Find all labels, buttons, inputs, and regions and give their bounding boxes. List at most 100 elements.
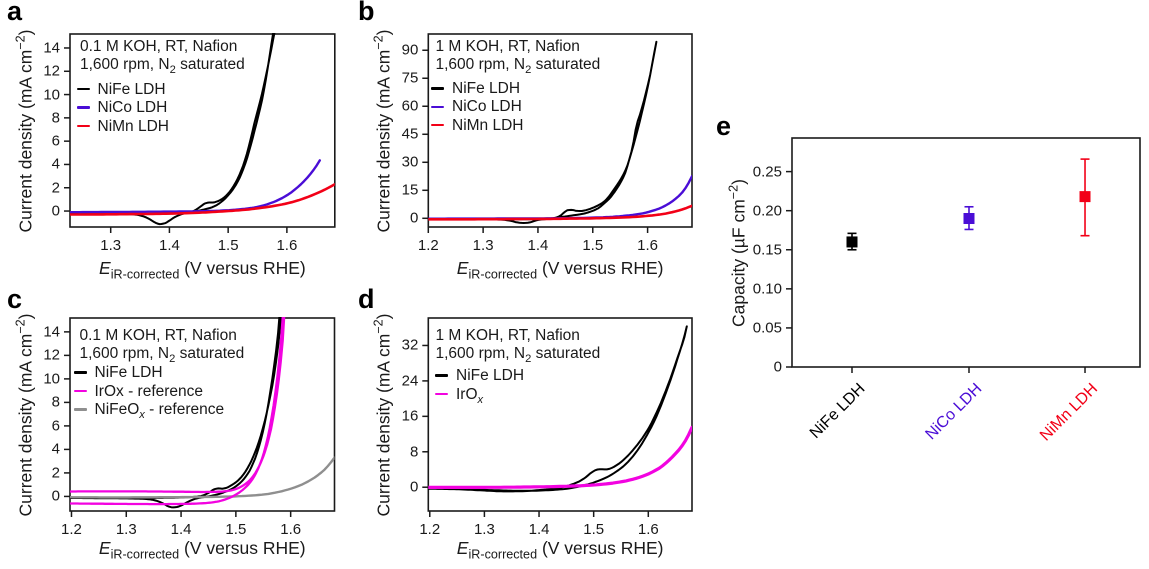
text-segment: 1 M KOH, RT, Nafion — [435, 37, 580, 55]
text-segment: 0.1 M KOH, RT, Nafion — [80, 37, 238, 55]
y-tick-label: 14 — [43, 323, 60, 341]
y-tick-label: 12 — [43, 62, 60, 80]
y-tick-label: 8 — [409, 443, 419, 461]
text-segment: 2 — [525, 63, 532, 76]
text-segment: −2 — [371, 318, 386, 334]
y-axis-title: Capacity (µF cm−2) — [726, 179, 748, 327]
axis-ticks — [422, 344, 650, 517]
axis-ticks — [786, 170, 1086, 373]
text-segment: - reference — [144, 400, 225, 418]
y-tick-label: 0 — [409, 209, 419, 227]
text-segment: −2 — [726, 184, 741, 199]
category-label: NiCo LDH — [922, 380, 985, 443]
text-segment: ) — [373, 28, 394, 35]
x-tick-label: 1.5 — [225, 521, 247, 538]
y-tick-label: 2 — [51, 179, 60, 197]
annotation-line: 0.1 M KOH, RT, Nafion — [80, 37, 238, 55]
panel-letter-c: c — [7, 284, 23, 314]
series-irox — [428, 425, 692, 489]
text-segment: saturated — [531, 55, 601, 73]
text-segment: Current density (mA cm — [15, 49, 36, 233]
plot-frame — [69, 33, 336, 228]
x-tick-label: 1.6 — [637, 521, 659, 538]
text-segment: ) — [15, 312, 36, 319]
text-segment: −2 — [13, 318, 28, 334]
y-tick-label: 0.20 — [752, 202, 782, 220]
series-nifeox-reference — [70, 456, 335, 499]
text-segment: NiMn LDH — [452, 116, 524, 134]
text-segment: x — [139, 408, 145, 421]
x-axis-title: EiR-corrected (V versus RHE) — [457, 539, 664, 561]
y-tick-label: 60 — [401, 97, 419, 115]
legend-label: NiCo LDH — [98, 100, 168, 116]
legend-swatch — [76, 87, 90, 91]
text-segment: 2 — [169, 63, 176, 76]
text-segment: −2 — [13, 34, 28, 50]
text-segment: iR-corrected — [468, 267, 538, 282]
text-segment: iR-corrected — [110, 547, 180, 561]
series-nife-ldh — [428, 40, 658, 224]
text-segment: Current density (mA cm — [373, 333, 394, 517]
legend-label: NiFeOx - reference — [94, 400, 225, 421]
y-tick-label: 0.10 — [752, 280, 782, 298]
text-segment: NiFe LDH — [97, 80, 166, 98]
series-nico-ldh — [70, 159, 321, 214]
legend-label: NiFe LDH — [97, 80, 166, 98]
series-nimn-ldh — [70, 183, 335, 216]
y-tick-label: 0 — [773, 358, 782, 376]
y-tick-label: 6 — [51, 417, 60, 435]
y-tick-label: 0.25 — [752, 163, 782, 181]
y-tick-label: 8 — [51, 109, 60, 127]
legend-swatch — [76, 106, 90, 109]
y-tick-label: 6 — [51, 132, 60, 150]
legend-swatch — [434, 374, 448, 377]
y-tick-label: 0.15 — [752, 241, 782, 259]
series-nife-ldh — [70, 317, 283, 509]
x-tick-label: 1.3 — [115, 521, 137, 538]
text-segment: NiFe LDH — [456, 367, 525, 385]
text-segment: (V versus RHE) — [537, 258, 664, 278]
y-tick-label: 30 — [401, 153, 419, 171]
legend-swatch — [74, 408, 87, 411]
legend-label: NiFe LDH — [95, 365, 163, 381]
panel-letter-d: d — [358, 284, 375, 314]
text-segment: NiFe LDH — [94, 364, 163, 381]
y-tick-label: 4 — [51, 440, 60, 458]
text-segment: (V versus RHE) — [179, 537, 306, 558]
legend-swatch — [431, 105, 444, 109]
text-segment: IrO — [456, 385, 478, 403]
text-segment: 1,600 rpm, N — [80, 55, 170, 73]
x-tick-label: 1.2 — [61, 521, 82, 538]
legend-swatch — [431, 87, 444, 90]
text-segment: E — [99, 258, 111, 278]
text-segment: NiFe LDH — [806, 380, 869, 442]
annotation-line: 1 M KOH, RT, Nafion — [435, 37, 580, 55]
y-tick-label: 10 — [43, 370, 60, 388]
y-tick-label: 8 — [51, 393, 60, 411]
y-tick-label: 0 — [409, 478, 419, 496]
legend-label: NiCo LDH — [452, 99, 522, 115]
text-segment: NiMn LDH — [97, 117, 169, 135]
y-tick-label: 24 — [401, 372, 419, 390]
text-segment: E — [456, 258, 469, 278]
y-tick-label: 0.05 — [752, 319, 782, 337]
text-segment: iR-corrected — [468, 547, 538, 561]
x-tick-label: 1.2 — [419, 521, 441, 538]
text-segment: 2 — [169, 352, 176, 365]
y-tick-label: 45 — [401, 125, 419, 143]
text-segment: NiFeO — [94, 400, 140, 418]
text-segment: 2 — [525, 352, 532, 365]
x-axis-title: EiR-corrected (V versus RHE) — [99, 258, 306, 281]
x-axis-title: EiR-corrected (V versus RHE) — [456, 258, 664, 281]
x-tick-label: 1.3 — [100, 237, 122, 254]
text-segment: NiMn LDH — [1037, 380, 1102, 445]
text-segment: E — [98, 537, 111, 558]
legend-swatch — [434, 392, 448, 396]
text-segment: 1 M KOH, RT, Nafion — [435, 326, 580, 344]
x-tick-label: 1.5 — [217, 237, 239, 254]
